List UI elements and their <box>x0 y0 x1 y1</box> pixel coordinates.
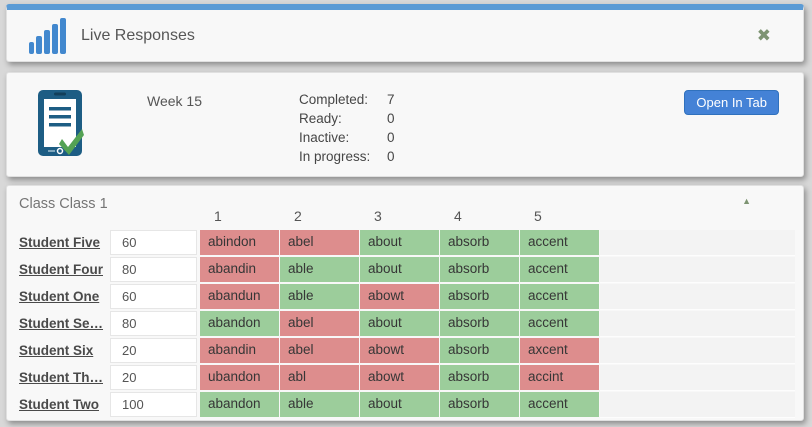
stat-ready: Ready: 0 <box>299 111 395 126</box>
word-cell-correct: accent <box>520 284 599 309</box>
word-cell-correct: absorb <box>440 230 519 255</box>
word-cell-correct: about <box>360 311 439 336</box>
word-column-headers: 1 2 3 4 5 <box>206 208 606 224</box>
assignment-clipboard-icon <box>38 90 84 156</box>
word-cell-incorrect: accint <box>520 365 599 390</box>
word-cell-correct: absorb <box>440 257 519 282</box>
assignment-stats: Completed: 7 Ready: 0 Inactive: 0 In pro… <box>299 90 395 166</box>
score-cell: 100 <box>110 392 197 417</box>
score-cell: 80 <box>110 257 197 282</box>
table-row: Student Se… 80 abandon abel about absorb accen… <box>13 311 795 338</box>
word-cell-correct: absorb <box>440 311 519 336</box>
student-link[interactable]: Student Two <box>19 397 99 412</box>
word-cell-incorrect: abel <box>280 230 359 255</box>
row-filler <box>600 230 795 256</box>
word-cell-correct: about <box>360 392 439 417</box>
column-header-3: 3 <box>374 208 382 224</box>
word-cell-incorrect: abandun <box>200 284 279 309</box>
row-filler <box>600 365 795 391</box>
score-cell: 60 <box>110 230 197 255</box>
word-cell-correct: about <box>360 257 439 282</box>
assignment-info-panel: Week 15 Completed: 7 Ready: 0 Inactive: … <box>6 72 804 177</box>
word-cell-incorrect: abowt <box>360 338 439 363</box>
student-link[interactable]: Student One <box>19 289 100 304</box>
score-cell: 20 <box>110 365 197 390</box>
stat-completed: Completed: 7 <box>299 92 395 107</box>
word-cell-incorrect: abl <box>280 365 359 390</box>
table-row: Student Four 80 abandin able about absorb acce… <box>13 257 795 284</box>
word-cell-correct: able <box>280 257 359 282</box>
results-grid: Student Five 60 abindon abel about absorb acce… <box>13 230 795 419</box>
word-cell-correct: able <box>280 392 359 417</box>
word-cell-correct: able <box>280 284 359 309</box>
word-cell-incorrect: ubandon <box>200 365 279 390</box>
word-cell-incorrect: abel <box>280 311 359 336</box>
word-cell-correct: absorb <box>440 284 519 309</box>
student-link[interactable]: Student Four <box>19 262 103 277</box>
word-cell-correct: absorb <box>440 365 519 390</box>
word-cell-correct: accent <box>520 257 599 282</box>
collapse-arrow-icon[interactable]: ▲ <box>742 196 751 206</box>
word-cell-incorrect: abandin <box>200 338 279 363</box>
stat-inactive: Inactive: 0 <box>299 130 395 145</box>
table-row: Student Five 60 abindon abel about absorb acce… <box>13 230 795 257</box>
page-title: Live Responses <box>81 26 195 44</box>
word-cell-incorrect: abowt <box>360 284 439 309</box>
word-cell-correct: absorb <box>440 392 519 417</box>
student-link[interactable]: Student Th… <box>19 370 103 385</box>
word-cell-incorrect: abel <box>280 338 359 363</box>
table-row: Student Six 20 abandin abel abowt absorb axcen… <box>13 338 795 365</box>
score-cell: 80 <box>110 311 197 336</box>
week-label: Week 15 <box>147 93 202 109</box>
close-icon[interactable]: ✖ <box>756 26 771 45</box>
word-cell-correct: abandon <box>200 392 279 417</box>
word-cell-correct: accent <box>520 311 599 336</box>
live-responses-header-panel: Live Responses ✖ <box>6 4 804 62</box>
student-link[interactable]: Student Se… <box>19 316 104 331</box>
word-cell-correct: accent <box>520 230 599 255</box>
row-filler <box>600 392 795 418</box>
word-cell-incorrect: abindon <box>200 230 279 255</box>
row-filler <box>600 284 795 310</box>
row-filler <box>600 311 795 337</box>
word-cell-incorrect: axcent <box>520 338 599 363</box>
column-header-2: 2 <box>294 208 302 224</box>
word-cell-incorrect: abandin <box>200 257 279 282</box>
class-title: Class Class 1 <box>19 196 108 212</box>
student-link[interactable]: Student Five <box>19 235 101 250</box>
stat-in-progress: In progress: 0 <box>299 149 395 164</box>
column-header-1: 1 <box>214 208 222 224</box>
score-cell: 60 <box>110 284 197 309</box>
score-cell: 20 <box>110 338 197 363</box>
word-cell-correct: accent <box>520 392 599 417</box>
class-results-panel: Class Class 1 ▲ 1 2 3 4 5 Student Five 60… <box>6 185 804 421</box>
word-cell-correct: about <box>360 230 439 255</box>
column-header-4: 4 <box>454 208 462 224</box>
word-cell-correct: absorb <box>440 338 519 363</box>
row-filler <box>600 338 795 364</box>
open-in-tab-button[interactable]: Open In Tab <box>684 90 779 115</box>
table-row: Student Th… 20 ubandon abl abowt absorb accint <box>13 365 795 392</box>
bar-chart-icon <box>29 17 66 54</box>
table-row: Student One 60 abandun able abowt absorb accen… <box>13 284 795 311</box>
student-link[interactable]: Student Six <box>19 343 94 358</box>
table-row: Student Two 100 abandon able about absorb acce… <box>13 392 795 419</box>
column-header-5: 5 <box>534 208 542 224</box>
word-cell-correct: abandon <box>200 311 279 336</box>
word-cell-incorrect: abowt <box>360 365 439 390</box>
row-filler <box>600 257 795 283</box>
